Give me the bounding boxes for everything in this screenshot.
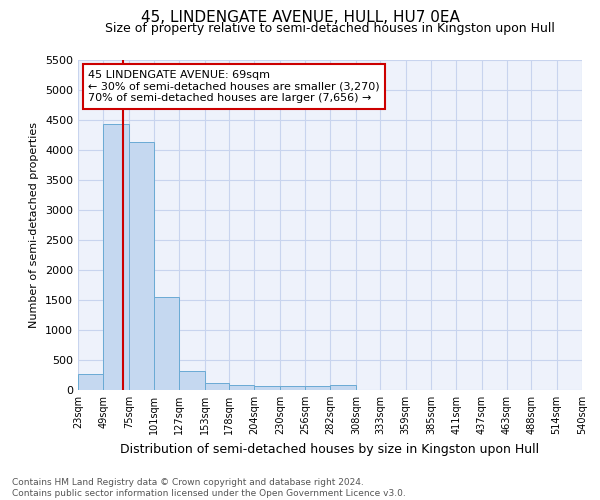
Bar	[254, 386, 280, 390]
Bar	[229, 385, 254, 390]
Bar	[103, 124, 128, 390]
Text: 45 LINDENGATE AVENUE: 69sqm
← 30% of semi-detached houses are smaller (3,270)
70: 45 LINDENGATE AVENUE: 69sqm ← 30% of sem…	[88, 70, 380, 103]
Bar	[305, 386, 331, 390]
Y-axis label: Number of semi-detached properties: Number of semi-detached properties	[29, 122, 40, 328]
Bar	[331, 385, 356, 390]
Bar	[205, 382, 229, 390]
X-axis label: Distribution of semi-detached houses by size in Kingston upon Hull: Distribution of semi-detached houses by …	[121, 442, 539, 456]
Bar	[179, 371, 205, 390]
Title: Size of property relative to semi-detached houses in Kingston upon Hull: Size of property relative to semi-detach…	[105, 22, 555, 35]
Bar	[78, 374, 103, 390]
Text: Contains HM Land Registry data © Crown copyright and database right 2024.
Contai: Contains HM Land Registry data © Crown c…	[12, 478, 406, 498]
Bar	[128, 142, 154, 390]
Text: 45, LINDENGATE AVENUE, HULL, HU7 0EA: 45, LINDENGATE AVENUE, HULL, HU7 0EA	[140, 10, 460, 25]
Bar	[280, 386, 305, 390]
Bar	[154, 296, 179, 390]
